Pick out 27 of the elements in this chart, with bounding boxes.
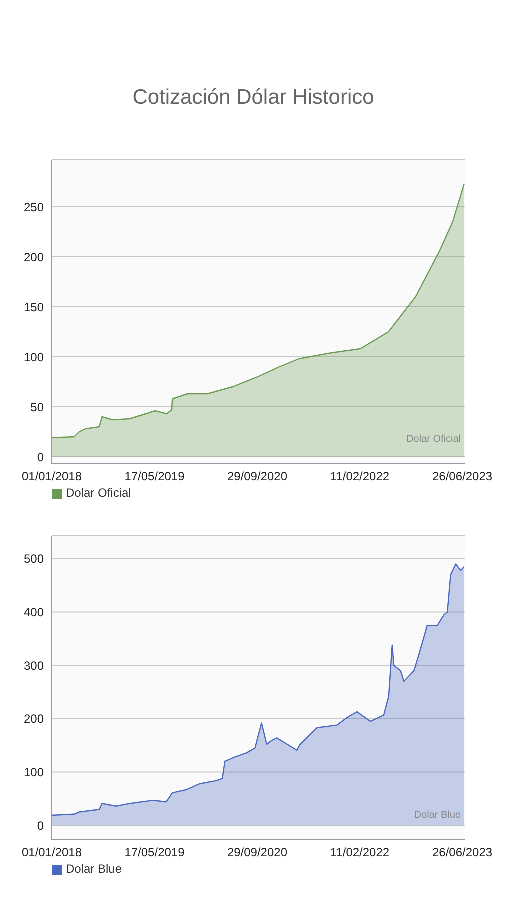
- y-tick-label: 500: [24, 552, 44, 566]
- x-tick-label: 29/09/2020: [227, 846, 288, 860]
- y-tick-label: 200: [24, 712, 44, 726]
- x-tick-label: 29/09/2020: [227, 470, 288, 484]
- x-tick-label: 26/06/2023: [432, 470, 493, 484]
- x-tick-label: 01/01/2018: [22, 470, 82, 484]
- y-tick-label: 400: [24, 606, 44, 620]
- y-tick-label: 150: [24, 300, 44, 314]
- y-tick-label: 0: [37, 818, 44, 833]
- legend-label: Dolar Blue: [66, 862, 122, 876]
- x-tick-label: 17/05/2019: [124, 846, 186, 860]
- y-tick-label: 200: [24, 250, 44, 264]
- x-tick-label: 01/01/2018: [22, 846, 82, 860]
- y-tick-label: 100: [24, 350, 44, 364]
- y-tick-label: 100: [24, 766, 44, 780]
- legend-label: Dolar Oficial: [66, 486, 132, 500]
- y-tick-label: 300: [24, 658, 44, 673]
- x-tick-label: 17/05/2019: [124, 470, 186, 484]
- x-tick-label: 11/02/2022: [330, 846, 390, 860]
- y-tick-label: 250: [24, 200, 44, 214]
- x-tick-label: 11/02/2022: [330, 470, 390, 484]
- annotation: Dolar Oficial: [406, 434, 461, 445]
- annotation: Dolar Blue: [414, 810, 461, 821]
- chart-title: Cotización Dólar Historico: [132, 86, 376, 110]
- x-tick-label: 26/06/2023: [432, 846, 493, 860]
- y-tick-label: 0: [37, 450, 44, 464]
- y-tick-label: 50: [30, 400, 44, 414]
